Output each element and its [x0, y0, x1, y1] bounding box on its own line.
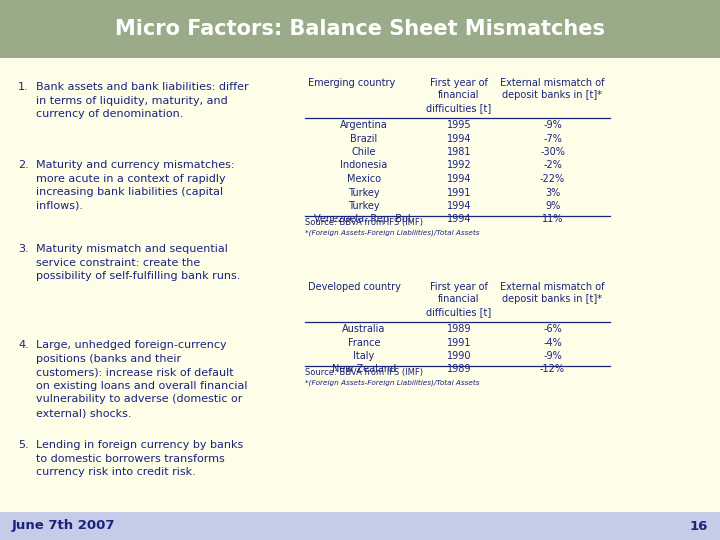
- Text: Turkey: Turkey: [348, 187, 380, 198]
- Text: 1.: 1.: [18, 82, 29, 92]
- Text: 1994: 1994: [446, 174, 472, 184]
- Text: -12%: -12%: [540, 364, 565, 375]
- Text: 1981: 1981: [446, 147, 472, 157]
- Text: Source: BBVA from IFS (IMF): Source: BBVA from IFS (IMF): [305, 219, 423, 227]
- Text: 1991: 1991: [446, 187, 472, 198]
- Text: Lending in foreign currency by banks
to domestic borrowers transforms
currency r: Lending in foreign currency by banks to …: [36, 440, 243, 477]
- Text: 16: 16: [690, 519, 708, 532]
- Text: -9%: -9%: [543, 120, 562, 130]
- Text: Emerging country: Emerging country: [308, 78, 395, 88]
- Text: Bank assets and bank liabilities: differ
in terms of liquidity, maturity, and
cu: Bank assets and bank liabilities: differ…: [36, 82, 248, 119]
- Text: Venezuela, Rep. Bol.: Venezuela, Rep. Bol.: [314, 214, 414, 225]
- Text: 1989: 1989: [446, 364, 472, 375]
- Text: New Zealand: New Zealand: [332, 364, 396, 375]
- Text: Maturity and currency mismatches:
more acute in a context of rapidly
increasing : Maturity and currency mismatches: more a…: [36, 160, 235, 211]
- Text: *(Foreign Assets-Foreign Liabilities)/Total Assets: *(Foreign Assets-Foreign Liabilities)/To…: [305, 230, 480, 236]
- Text: 1995: 1995: [446, 120, 472, 130]
- Text: Source: BBVA from IFS (IMF): Source: BBVA from IFS (IMF): [305, 368, 423, 377]
- Text: Indonesia: Indonesia: [341, 160, 387, 171]
- Text: 1994: 1994: [446, 133, 472, 144]
- Text: Developed country: Developed country: [308, 282, 401, 292]
- Text: Micro Factors: Balance Sheet Mismatches: Micro Factors: Balance Sheet Mismatches: [115, 19, 605, 39]
- Text: -2%: -2%: [543, 160, 562, 171]
- Text: *(Foreign Assets-Foreign Liabilities)/Total Assets: *(Foreign Assets-Foreign Liabilities)/To…: [305, 380, 480, 386]
- Text: 1992: 1992: [446, 160, 472, 171]
- Text: External mismatch of
deposit banks in [t]*: External mismatch of deposit banks in [t…: [500, 78, 605, 100]
- Text: 1991: 1991: [446, 338, 472, 348]
- Text: 3.: 3.: [18, 244, 29, 254]
- FancyBboxPatch shape: [0, 512, 720, 540]
- Text: First year of
financial
difficulties [t]: First year of financial difficulties [t]: [426, 282, 492, 317]
- Text: External mismatch of
deposit banks in [t]*: External mismatch of deposit banks in [t…: [500, 282, 605, 305]
- Text: Australia: Australia: [342, 324, 386, 334]
- Text: Italy: Italy: [354, 351, 374, 361]
- Text: 3%: 3%: [545, 187, 560, 198]
- Text: -30%: -30%: [540, 147, 565, 157]
- Text: June 7th 2007: June 7th 2007: [12, 519, 115, 532]
- Text: 1994: 1994: [446, 214, 472, 225]
- Text: -4%: -4%: [543, 338, 562, 348]
- Text: -9%: -9%: [543, 351, 562, 361]
- Text: Mexico: Mexico: [347, 174, 381, 184]
- Text: 2.: 2.: [18, 160, 29, 170]
- Text: -7%: -7%: [543, 133, 562, 144]
- Text: Argentina: Argentina: [340, 120, 388, 130]
- Text: 1990: 1990: [446, 351, 472, 361]
- FancyBboxPatch shape: [0, 0, 720, 58]
- Text: Brazil: Brazil: [351, 133, 377, 144]
- Text: 11%: 11%: [542, 214, 563, 225]
- Text: First year of
financial
difficulties [t]: First year of financial difficulties [t]: [426, 78, 492, 113]
- Text: -6%: -6%: [543, 324, 562, 334]
- Text: 5.: 5.: [18, 440, 29, 450]
- Text: Chile: Chile: [352, 147, 377, 157]
- Text: -22%: -22%: [540, 174, 565, 184]
- Text: 9%: 9%: [545, 201, 560, 211]
- Text: 4.: 4.: [18, 340, 29, 350]
- Text: 1994: 1994: [446, 201, 472, 211]
- Text: Large, unhedged foreign-currency
positions (banks and their
customers): increase: Large, unhedged foreign-currency positio…: [36, 340, 248, 418]
- Text: France: France: [348, 338, 380, 348]
- Text: Maturity mismatch and sequential
service constraint: create the
possibility of s: Maturity mismatch and sequential service…: [36, 244, 240, 281]
- Text: 1989: 1989: [446, 324, 472, 334]
- Text: Turkey: Turkey: [348, 201, 380, 211]
